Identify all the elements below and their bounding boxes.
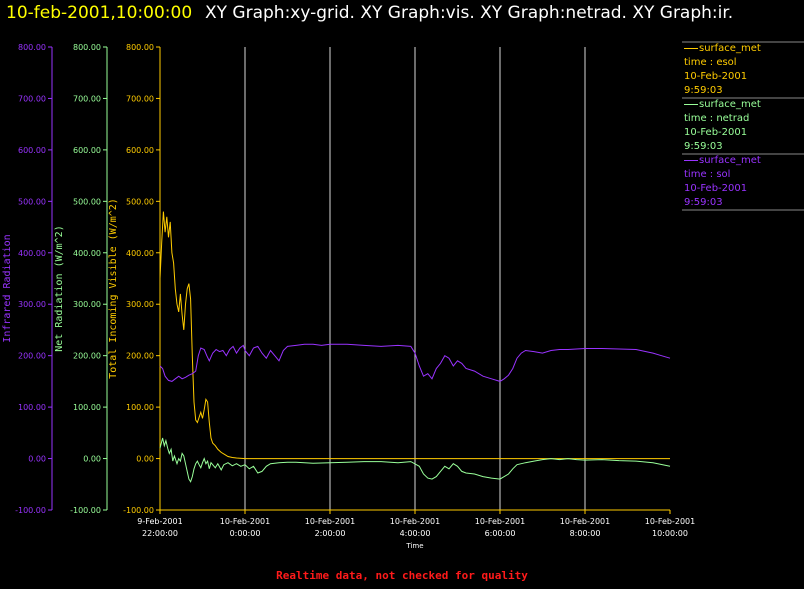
y-tick-label-ir: 200.00 xyxy=(18,352,46,361)
series-line-vis xyxy=(159,211,670,460)
quality-note: Realtime data, not checked for quality xyxy=(276,569,528,582)
y-tick-label-netrad: 0.00 xyxy=(83,455,101,464)
y-tick-label-netrad: 800.00 xyxy=(73,43,101,52)
legend-time-field: time : sol xyxy=(684,169,731,180)
y-tick-label-vis: 400.00 xyxy=(126,249,154,258)
legend-date: 10-Feb-2001 xyxy=(684,127,748,138)
title-bar: 10-feb-2001,10:00:00 XY Graph:xy-grid. X… xyxy=(0,0,804,30)
legend-time: 9:59:03 xyxy=(684,141,723,152)
title-graph-list: XY Graph:xy-grid. XY Graph:vis. XY Graph… xyxy=(205,3,734,23)
y-tick-label-ir: -100.00 xyxy=(15,506,46,515)
x-tick-label-time: 0:00:00 xyxy=(230,529,261,538)
x-tick-label-date: 10-Feb-2001 xyxy=(220,517,270,526)
legend-date: 10-Feb-2001 xyxy=(684,183,748,194)
y-tick-label-netrad: 400.00 xyxy=(73,249,101,258)
y-tick-label-vis: 0.00 xyxy=(136,455,154,464)
title-timestamp: 10-feb-2001,10:00:00 xyxy=(6,3,193,23)
x-axis-label: Time xyxy=(405,542,423,550)
legend-date: 10-Feb-2001 xyxy=(684,71,748,82)
series-line-netrad xyxy=(159,437,671,483)
y-tick-label-vis: -100.00 xyxy=(123,506,154,515)
x-tick-label-date: 10-Feb-2001 xyxy=(475,517,525,526)
y-tick-label-vis: 600.00 xyxy=(126,146,154,155)
x-tick-label-time: 2:00:00 xyxy=(315,529,346,538)
y-tick-label-vis: 100.00 xyxy=(126,403,154,412)
y-tick-label-netrad: 700.00 xyxy=(73,94,101,103)
y-tick-label-netrad: 100.00 xyxy=(73,403,101,412)
y-tick-label-ir: 300.00 xyxy=(18,300,46,309)
x-tick-label-time: 6:00:00 xyxy=(485,529,516,538)
legend-time: 9:59:03 xyxy=(684,85,723,96)
x-tick-label-date: 10-Feb-2001 xyxy=(645,517,695,526)
x-tick-label-date: 10-Feb-2001 xyxy=(305,517,355,526)
legend-series-name: surface_met xyxy=(684,42,761,56)
y-tick-label-netrad: 500.00 xyxy=(73,197,101,206)
y-tick-label-netrad: 600.00 xyxy=(73,146,101,155)
x-tick-label-time: 10:00:00 xyxy=(652,529,688,538)
legend-entry: surface_met time : esol 10-Feb-2001 9:59:03 xyxy=(684,42,761,98)
x-tick-label-date: 10-Feb-2001 xyxy=(560,517,610,526)
series-line-ir xyxy=(159,343,671,382)
legend-entry: surface_met time : netrad 10-Feb-2001 9:59:… xyxy=(684,98,761,154)
legend-entry: surface_met time : sol 10-Feb-2001 9:59:03 xyxy=(684,154,761,210)
y-tick-label-ir: 0.00 xyxy=(28,455,46,464)
x-tick-label-date: 10-Feb-2001 xyxy=(390,517,440,526)
legend-time-field: time : netrad xyxy=(684,113,750,124)
y-tick-label-vis: 800.00 xyxy=(126,43,154,52)
y-tick-label-ir: 600.00 xyxy=(18,146,46,155)
y-tick-label-ir: 100.00 xyxy=(18,403,46,412)
x-tick-label-time: 8:00:00 xyxy=(570,529,601,538)
x-tick-label-time: 22:00:00 xyxy=(142,529,178,538)
y-tick-label-ir: 500.00 xyxy=(18,197,46,206)
y-tick-label-vis: 500.00 xyxy=(126,197,154,206)
y-axis-label-vis: Total Incoming Visible (W/m^2) xyxy=(108,198,119,379)
legend-time: 9:59:03 xyxy=(684,197,723,208)
y-tick-label-ir: 400.00 xyxy=(18,249,46,258)
y-axis-label-netrad: Net Radiation (W/m^2) xyxy=(54,225,65,351)
legend-series-name: surface_met xyxy=(684,98,761,112)
y-tick-label-vis: 300.00 xyxy=(126,300,154,309)
y-tick-label-ir: 800.00 xyxy=(18,43,46,52)
y-axis-label-ir: Infrared Radiation xyxy=(2,234,13,342)
x-tick-label-date: 9-Feb-2001 xyxy=(137,517,182,526)
y-tick-label-ir: 700.00 xyxy=(18,94,46,103)
legend-time-field: time : esol xyxy=(684,57,737,68)
legend-series-name: surface_met xyxy=(684,154,761,168)
y-tick-label-vis: 200.00 xyxy=(126,352,154,361)
y-tick-label-vis: 700.00 xyxy=(126,94,154,103)
y-tick-label-netrad: 300.00 xyxy=(73,300,101,309)
y-tick-label-netrad: 200.00 xyxy=(73,352,101,361)
y-tick-label-netrad: -100.00 xyxy=(70,506,101,515)
x-tick-label-time: 4:00:00 xyxy=(400,529,431,538)
